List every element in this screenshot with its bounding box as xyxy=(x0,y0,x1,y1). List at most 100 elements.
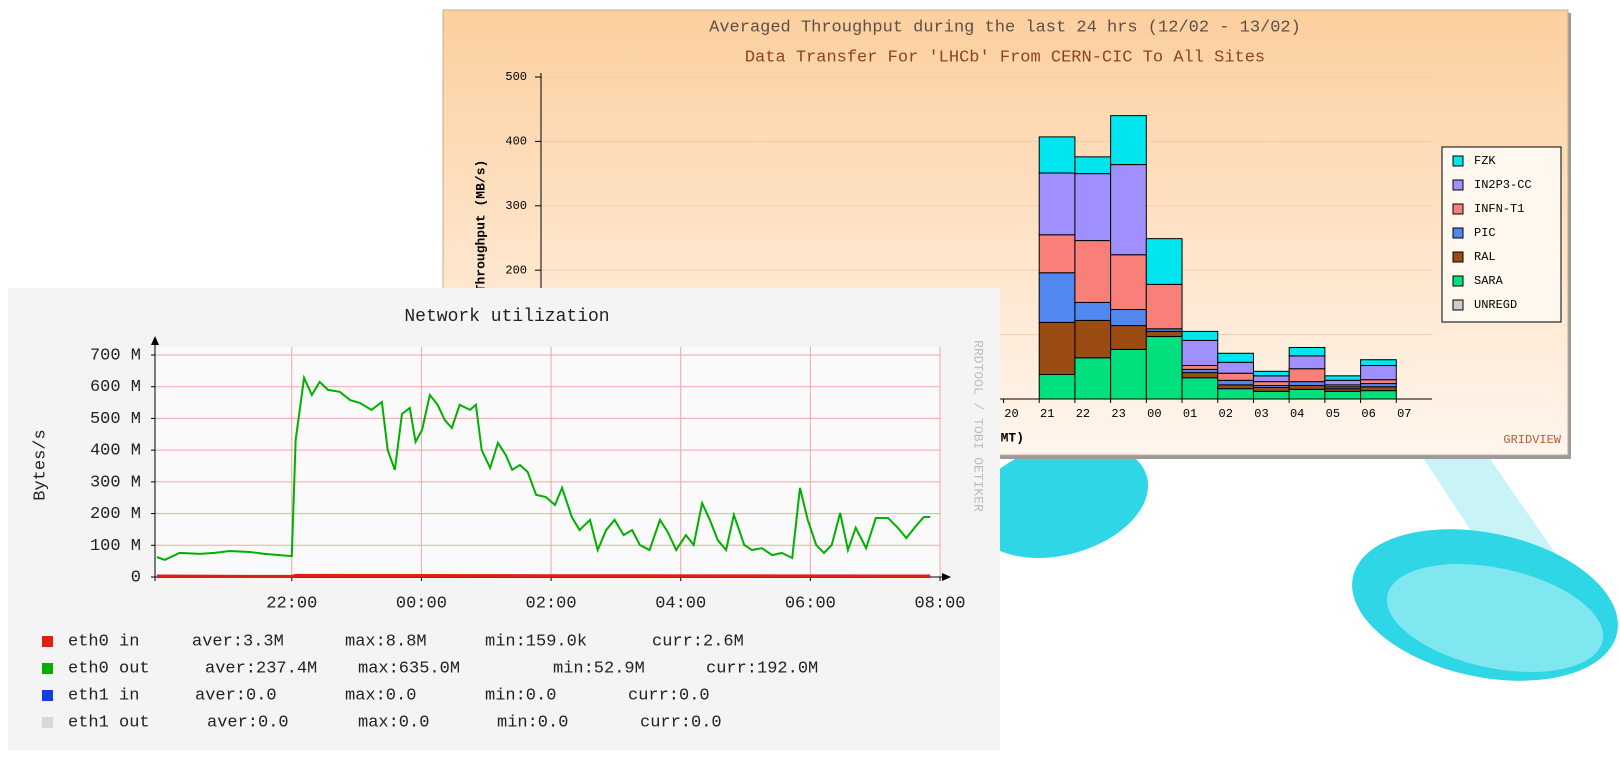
bar-segment xyxy=(1360,359,1397,367)
bar-segment xyxy=(1145,238,1183,285)
x-tick-label: 20 xyxy=(1004,407,1018,421)
legend-swatch xyxy=(42,690,53,701)
decor-band xyxy=(1405,430,1560,560)
bar-segment xyxy=(1074,240,1112,303)
x-tick-label: 01 xyxy=(1183,407,1197,421)
legend-stat: max:635.0M xyxy=(358,659,460,678)
legend-swatch xyxy=(1452,155,1464,167)
legend-label: INFN-T1 xyxy=(1474,202,1524,216)
legend-label: UNREGD xyxy=(1474,298,1517,312)
legend-stat: max:0.0 xyxy=(358,713,429,732)
bar-segment xyxy=(1181,330,1219,341)
y-axis-label: Throughput (MB/s) xyxy=(473,160,488,293)
bar-segment xyxy=(1288,346,1326,357)
legend-swatch xyxy=(42,663,53,674)
legend-swatch xyxy=(1452,251,1464,263)
legend-stat: curr:192.0M xyxy=(706,659,818,678)
bar-segment xyxy=(1360,386,1397,392)
legend-stat: aver:0.0 xyxy=(195,686,277,705)
bar-segment xyxy=(1038,136,1076,174)
bar-segment xyxy=(1252,386,1290,392)
x-tick-label: 00 xyxy=(1147,407,1161,421)
legend-label: eth1 out xyxy=(68,713,150,732)
x-tick-label: 07 xyxy=(1397,407,1411,421)
legend-swatch xyxy=(42,717,53,728)
legend-stat: min:0.0 xyxy=(485,686,556,705)
legend-stat: curr:0.0 xyxy=(640,713,722,732)
legend-label: eth1 in xyxy=(68,686,139,705)
x-tick-label: 02:00 xyxy=(526,594,577,613)
bar-segment xyxy=(1252,381,1290,386)
bar-segment xyxy=(1181,339,1219,367)
y-axis-label: Bytes/s xyxy=(31,429,50,500)
legend-label: RAL xyxy=(1474,250,1496,264)
legend-label: eth0 in xyxy=(68,632,139,651)
legend-swatch xyxy=(1452,275,1464,287)
y-tick-label: 500 M xyxy=(90,410,141,429)
bar-segment xyxy=(1217,352,1254,363)
bar-segment xyxy=(1324,375,1362,381)
bar-segment xyxy=(1252,390,1290,400)
bar-segment xyxy=(1038,172,1076,236)
network-chart: Network utilization Bytes/s RRDTOOL / TOBI… xyxy=(8,288,1000,750)
legend-stat: aver:237.4M xyxy=(205,659,317,678)
y-tick-label: 200 M xyxy=(90,505,141,524)
bar-segment xyxy=(1074,319,1112,359)
bar-segment xyxy=(1288,355,1326,370)
bar-segment xyxy=(1074,301,1112,321)
bar-segment xyxy=(1288,384,1326,390)
bar-segment xyxy=(1217,361,1254,374)
legend-stat: curr:0.0 xyxy=(628,686,710,705)
bar-segment xyxy=(1324,390,1362,400)
legend-swatch xyxy=(1452,299,1464,311)
x-tick-label: 04 xyxy=(1290,407,1304,421)
bar-segment xyxy=(1110,254,1147,310)
bar-segment xyxy=(1217,388,1254,400)
legend-swatch xyxy=(1452,179,1464,191)
x-tick-label: 04:00 xyxy=(655,594,706,613)
legend-stat: aver:3.3M xyxy=(192,632,284,651)
bar-segment xyxy=(1360,365,1397,381)
y-tick-label: 200 xyxy=(505,263,527,277)
series-line xyxy=(156,374,931,561)
y-tick-label: 500 xyxy=(505,70,527,84)
chart-subtitle: Data Transfer For 'LHCb' From CERN-CIC T… xyxy=(745,48,1265,67)
bar-segment xyxy=(1360,379,1397,385)
bar-segment xyxy=(1110,308,1147,327)
y-tick-label: 0 xyxy=(131,568,141,587)
bar-segment xyxy=(1288,388,1326,400)
y-tick-label: 400 M xyxy=(90,442,141,461)
x-tick-label: 06 xyxy=(1361,407,1375,421)
y-tick-label: 700 M xyxy=(90,346,141,365)
bar-segment xyxy=(1360,390,1397,400)
decor-ring-inner xyxy=(1386,564,1604,672)
y-tick-label: 600 M xyxy=(90,378,141,397)
legend-stat: max:8.8M xyxy=(345,632,427,651)
bar-segment xyxy=(1110,164,1147,256)
legend-label: eth0 out xyxy=(68,659,150,678)
x-tick-label: 22:00 xyxy=(266,594,317,613)
y-tick-label: 400 xyxy=(505,135,527,149)
footer-label: GRIDVIEW xyxy=(1503,433,1561,447)
legend-swatch xyxy=(42,636,53,647)
x-tick-label: 02 xyxy=(1219,407,1233,421)
x-tick-label: 08:00 xyxy=(914,594,965,613)
decor-blob xyxy=(971,441,1149,559)
legend-swatch xyxy=(1452,227,1464,239)
bar-segment xyxy=(1145,336,1183,400)
x-tick-label: 03 xyxy=(1254,407,1268,421)
legend-label: SARA xyxy=(1474,274,1504,288)
bar-segment xyxy=(1038,234,1076,274)
bar-segment xyxy=(1074,156,1112,175)
bar-segment xyxy=(1288,381,1326,386)
bar-segment xyxy=(1288,368,1326,383)
y-tick-label: 100 M xyxy=(90,537,141,556)
legend-stat: min:159.0k xyxy=(485,632,587,651)
bar-segment xyxy=(1038,272,1076,323)
bar-segment xyxy=(1181,365,1219,370)
bar-segment xyxy=(1324,379,1362,386)
y-tick-label: 300 M xyxy=(90,473,141,492)
bar-segment xyxy=(1074,357,1112,400)
